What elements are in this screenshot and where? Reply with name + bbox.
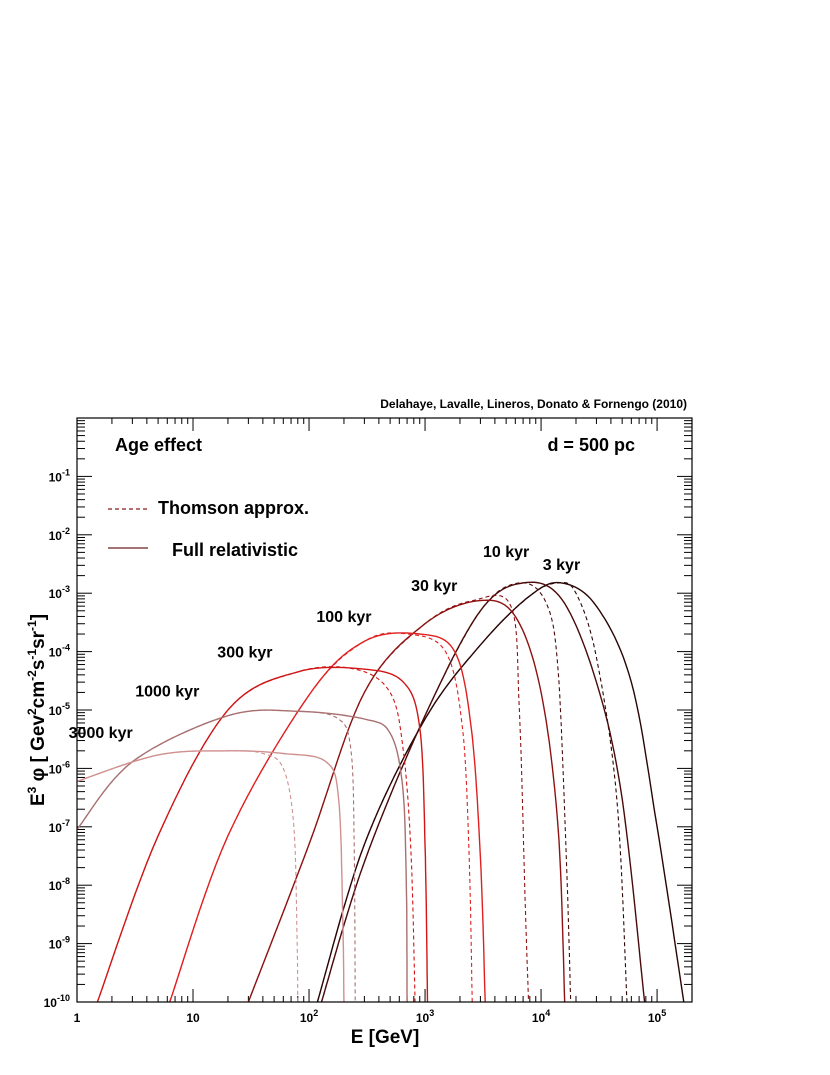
age-label: 30 kyr <box>411 578 457 595</box>
curve-full-10-kyr <box>320 581 646 1003</box>
age-labels: 3 kyr 10 kyr 30 kyr 100 kyr 300 kyr 1000 kyr 3… <box>69 544 581 742</box>
curve-full-3000-kyr <box>76 750 345 1003</box>
age-label: 10 kyr <box>483 544 529 561</box>
y-axis-label: E3 φ [ Gev2cm-2s-1sr-1] <box>25 614 49 806</box>
curve-full-300-kyr <box>96 666 429 1003</box>
x-tick-label: 10 <box>186 1011 200 1025</box>
legend-label-full: Full relativistic <box>172 540 298 560</box>
age-label: 3 kyr <box>543 557 580 574</box>
legend: Thomson approx. Full relativistic <box>108 498 309 560</box>
plot-frame <box>76 417 693 1003</box>
curve-full-30-kyr <box>247 599 566 1003</box>
age-label: 100 kyr <box>316 609 371 626</box>
age-label: 300 kyr <box>217 644 272 661</box>
x-tick-label: 1 <box>74 1011 81 1025</box>
age-label: 1000 kyr <box>135 684 199 701</box>
legend-label-thomson: Thomson approx. <box>158 498 309 518</box>
age-label: 3000 kyr <box>69 725 133 742</box>
x-axis-label: E [GeV] <box>351 1027 420 1048</box>
curve-thomson-300-kyr <box>96 666 416 1003</box>
curve-full-1000-kyr <box>76 709 408 1003</box>
curve-full-100-kyr <box>169 632 486 1003</box>
axis-ticks <box>76 417 693 1003</box>
data-curves <box>76 581 685 1003</box>
annotation-age-effect: Age effect <box>115 435 202 455</box>
credit-text: Delahaye, Lavalle, Lineros, Donato & For… <box>380 397 687 411</box>
annotation-distance: d = 500 pc <box>547 435 635 455</box>
